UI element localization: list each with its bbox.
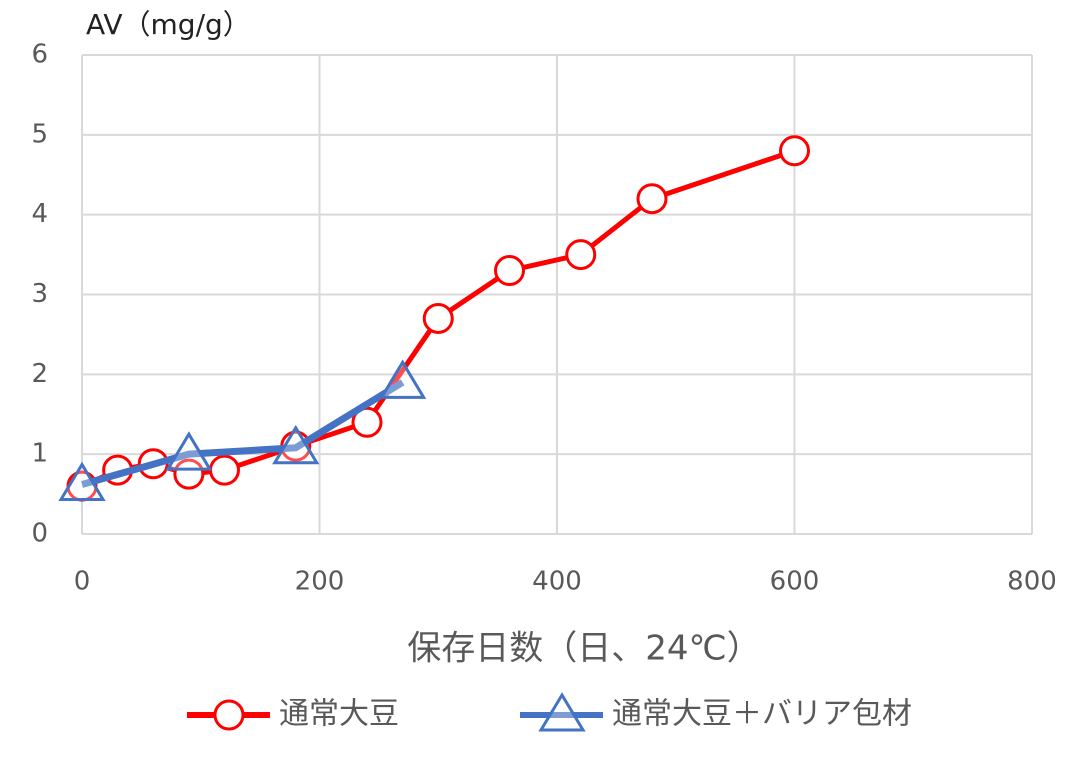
x-tick-label: 0 <box>74 567 91 597</box>
x-axis-title: 保存日数（日、24℃） <box>407 629 760 669</box>
series-line <box>81 379 405 488</box>
data-point <box>565 239 597 271</box>
legend-label: 通常大豆 <box>279 697 399 732</box>
legend-marker <box>538 692 586 732</box>
data-point <box>422 302 454 334</box>
legend-marker <box>213 699 245 731</box>
data-point <box>209 454 240 486</box>
y-tick-label: 6 <box>31 40 48 70</box>
x-tick-label: 400 <box>532 567 582 597</box>
data-point <box>779 135 810 167</box>
y-tick-label: 2 <box>31 359 48 389</box>
data-point <box>173 458 205 490</box>
data-point <box>58 461 106 502</box>
data-point <box>494 255 525 287</box>
y-axis-title: AV（mg/g） <box>86 8 251 41</box>
data-point <box>272 424 320 465</box>
x-tick-label: 200 <box>295 567 345 597</box>
y-tick-label: 3 <box>31 279 48 309</box>
legend-label: 通常大豆＋バリア包材 <box>612 697 912 732</box>
data-point <box>378 359 427 399</box>
x-tick-label: 600 <box>770 567 820 597</box>
y-tick-label: 1 <box>31 439 48 469</box>
data-point <box>165 431 213 471</box>
y-tick-label: 0 <box>31 519 48 549</box>
x-tick-label: 800 <box>1007 567 1057 597</box>
data-point <box>636 183 668 215</box>
y-tick-label: 4 <box>31 199 48 229</box>
y-tick-label: 5 <box>31 119 48 149</box>
